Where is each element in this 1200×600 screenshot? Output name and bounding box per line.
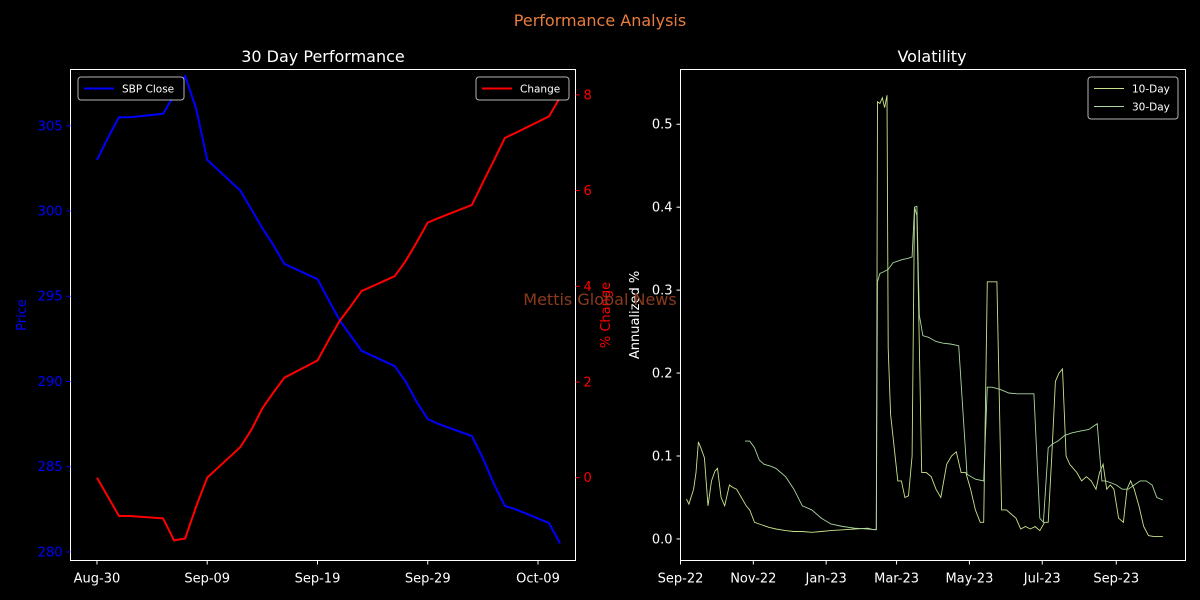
legend-volatility-box xyxy=(1087,76,1179,120)
y-tick-label: 0.1 xyxy=(652,449,673,464)
x-tick-label: Oct-09 xyxy=(516,572,560,587)
legend-volatility: 10-Day 30-Day xyxy=(1087,76,1179,120)
x-tick-label: Jul-23 xyxy=(1023,572,1061,587)
legend-change: Change xyxy=(475,76,570,101)
legend-vol10-label: 10-Day xyxy=(1132,84,1170,96)
y-tick-label: 0.4 xyxy=(652,201,673,216)
change-tick-label: 8 xyxy=(584,88,592,103)
price-tick-label: 300 xyxy=(38,205,63,220)
performance-chart-title: 30 Day Performance xyxy=(241,47,405,66)
change-tick-label: 0 xyxy=(584,471,592,486)
vol30-series-line xyxy=(745,205,1163,531)
x-tick-label: Aug-30 xyxy=(74,572,121,587)
legend-price-box xyxy=(77,76,185,101)
x-tick-label: Sep-22 xyxy=(658,572,704,587)
price-series-line xyxy=(96,73,561,544)
suptitle: Performance Analysis xyxy=(514,11,686,30)
performance-axes: Aug-30 Sep-09 Sep-19 Sep-29 Oct-092802852902… xyxy=(38,88,592,586)
x-tick-label: May-23 xyxy=(945,572,993,587)
price-tick-label: 305 xyxy=(38,119,63,134)
volatility-plot-area xyxy=(680,69,1186,561)
x-tick-label: Sep-29 xyxy=(405,572,451,587)
change-axis-label: % Change xyxy=(599,282,614,348)
price-tick-label: 280 xyxy=(38,545,63,560)
price-tick-label: 290 xyxy=(38,375,63,390)
volatility-axis-label: Annualized % xyxy=(628,271,643,359)
vol10-series-line xyxy=(686,95,1163,537)
price-axis-label: Price xyxy=(15,299,30,331)
change-tick-label: 4 xyxy=(584,280,592,295)
price-tick-label: 295 xyxy=(38,290,63,305)
volatility-chart: Volatility Sep-22 Nov-22 Jan-23 Mar-23 May-2… xyxy=(628,47,1186,587)
performance-series xyxy=(96,73,561,544)
legend-change-box xyxy=(475,76,570,101)
legend-vol30-label: 30-Day xyxy=(1132,102,1170,114)
y-tick-label: 0.5 xyxy=(652,118,673,133)
legend-change-label: Change xyxy=(520,84,560,96)
legend-price-label: SBP Close xyxy=(122,84,174,96)
watermark: Mettis Global News xyxy=(523,290,676,309)
performance-plot-area xyxy=(70,69,576,561)
change-tick-label: 6 xyxy=(584,184,592,199)
x-tick-label: Sep-19 xyxy=(295,572,341,587)
y-tick-label: 0.3 xyxy=(652,284,673,299)
change-series-line xyxy=(96,96,561,542)
x-tick-label: Mar-23 xyxy=(874,572,919,587)
x-tick-label: Nov-22 xyxy=(730,572,776,587)
volatility-chart-title: Volatility xyxy=(897,47,966,66)
y-tick-label: 0.2 xyxy=(652,367,673,382)
legend-price: SBP Close xyxy=(77,76,185,101)
x-tick-label: Jan-23 xyxy=(805,572,847,587)
price-tick-label: 285 xyxy=(38,460,63,475)
x-tick-label: Sep-23 xyxy=(1093,572,1139,587)
volatility-axes: Sep-22 Nov-22 Jan-23 Mar-23 May-23 Jul-23 Sep-… xyxy=(652,118,1139,587)
volatility-series xyxy=(686,95,1163,537)
y-tick-label: 0.0 xyxy=(652,532,673,547)
performance-chart: 30 Day Performance Aug-30 Sep-09 Sep-19 Sep… xyxy=(15,47,614,587)
change-tick-label: 2 xyxy=(584,375,592,390)
x-tick-label: Sep-09 xyxy=(184,572,230,587)
